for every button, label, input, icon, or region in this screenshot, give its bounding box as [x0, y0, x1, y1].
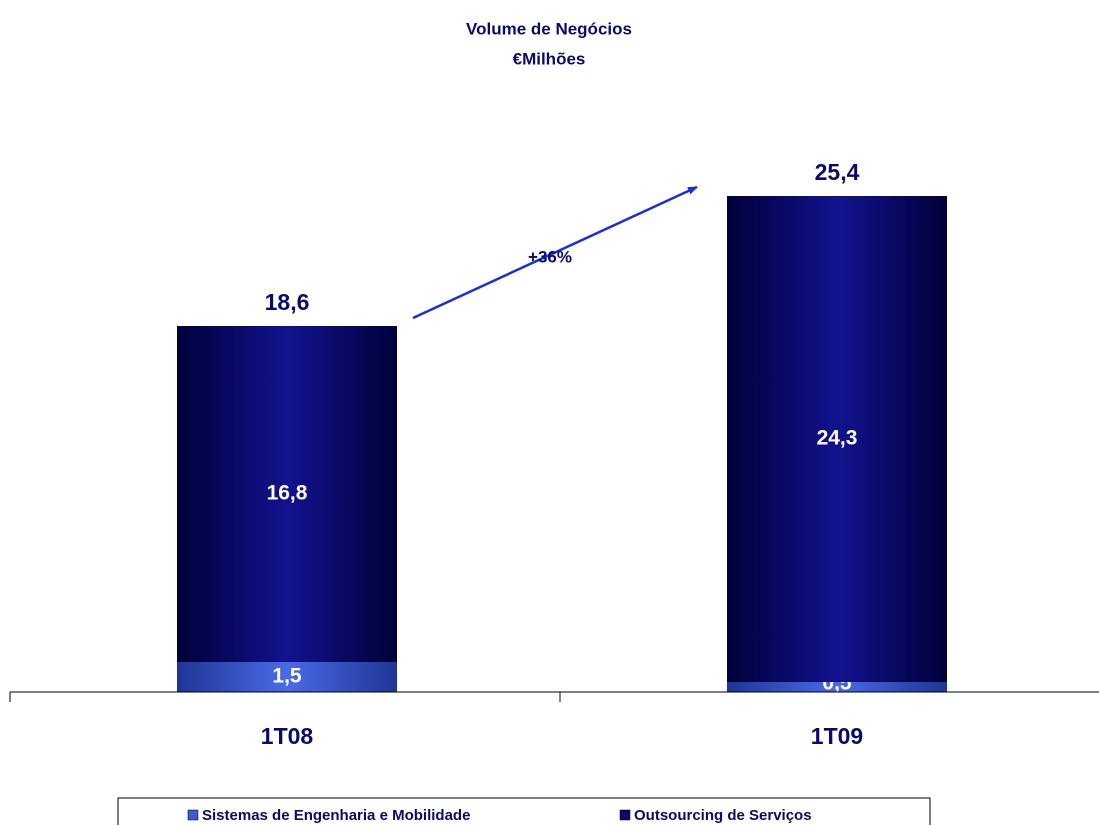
chart-subtitle: €Milhões: [513, 49, 586, 68]
chart-title: Volume de Negócios: [466, 19, 632, 38]
legend-swatch: [619, 809, 631, 821]
x-tick-label: 1T09: [811, 723, 863, 749]
legend-box: [117, 797, 931, 825]
bar-segment: [177, 326, 397, 662]
segment-label: 24,3: [817, 427, 858, 450]
bar-segment: [727, 196, 947, 682]
total-label: 25,4: [815, 159, 860, 185]
growth-arrow: [412, 185, 698, 320]
segment-label: 16,8: [267, 482, 308, 505]
bar-segment: [177, 662, 397, 692]
total-label: 18,6: [265, 289, 310, 315]
x-tick-label: 1T08: [261, 723, 314, 749]
legend-label: Sistemas de Engenharia e Mobilidade: [202, 807, 470, 824]
legend-swatch: [187, 809, 199, 821]
bar-segment: [727, 682, 947, 692]
segment-label: 1,5: [272, 665, 302, 688]
annotation: +36%: [528, 247, 572, 266]
legend-label: Outsourcing de Serviços: [634, 807, 812, 824]
